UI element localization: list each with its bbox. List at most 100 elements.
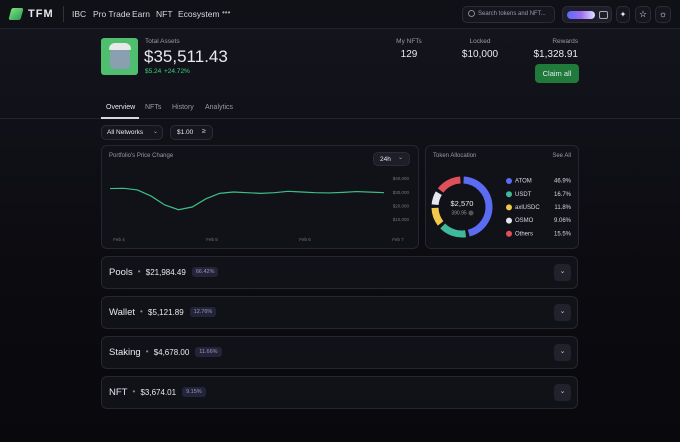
stat-value: $10,000 (461, 49, 499, 60)
token-name: axlUSDC (515, 205, 540, 211)
y-tick-label: $10,000 (393, 217, 410, 222)
nav-bar: TFM ••• Search tokens and NFT... ✦ ☆ ☼ (0, 0, 680, 29)
chevron: ⌄ (398, 155, 404, 161)
search-placeholder: Search tokens and NFT... (478, 11, 546, 17)
bullet: • (145, 347, 149, 356)
value-filter[interactable]: $1.00 ≥ (170, 125, 213, 140)
donut-segment (431, 207, 444, 226)
section-share: 66.42% (191, 267, 219, 277)
token-share: 9.06% (554, 218, 572, 224)
nav-item[interactable]: Earn (132, 9, 150, 19)
nav-item[interactable]: Pro Trade (93, 9, 131, 19)
expand-button[interactable]: ⌄ (554, 384, 571, 401)
tab[interactable]: History (172, 104, 194, 111)
tab-divider (0, 118, 680, 119)
avatar-figure (110, 47, 130, 69)
allocation-title: Token Allocation (433, 153, 477, 159)
center-value: $2,570 (451, 199, 474, 208)
token-name: ATOM (515, 179, 532, 185)
info-icon (468, 210, 474, 216)
x-tick-label: Feb 6 (299, 237, 311, 242)
x-tick-label: Feb 5 (206, 237, 218, 242)
avatar-cap (109, 43, 131, 50)
period: 24h (380, 156, 391, 163)
section-value: $3,674.01 (140, 388, 177, 397)
section-share: 11.66% (195, 347, 222, 357)
tab[interactable]: NFTs (145, 104, 162, 111)
tab[interactable]: Overview (106, 104, 136, 111)
period-select[interactable]: 24h ⌄ (373, 152, 410, 166)
nav-item[interactable]: NFT (156, 9, 173, 19)
wallet-icon (599, 11, 608, 19)
x-tick-label: Feb 4 (113, 237, 125, 242)
network-label: All Networks (107, 129, 144, 136)
tab[interactable]: Analytics (205, 104, 234, 111)
bullet: • (137, 267, 141, 276)
chevron: ⌄ (153, 129, 159, 135)
section-share: 12.76% (189, 307, 217, 317)
section-value: $21,984.49 (145, 268, 186, 277)
section-row[interactable]: NFT • $3,674.01 9.15% ⌄ (101, 376, 578, 409)
section-row[interactable]: Staking • $4,678.00 11.66% ⌄ (101, 336, 578, 369)
section-value: $4,678.00 (153, 348, 190, 357)
token-name: OSMO (515, 218, 534, 224)
logo[interactable]: TFM (28, 8, 54, 20)
center-sub: 390.95 (451, 210, 467, 216)
stat-value: $1,328.91 (533, 49, 579, 60)
favorite-button[interactable]: ☆ (635, 6, 651, 23)
bullet: • (132, 387, 136, 396)
section-name: Wallet (109, 307, 136, 318)
donut-segment (463, 176, 493, 237)
value-label: $1.00 (177, 129, 194, 136)
section-name: Pools (109, 267, 133, 278)
wallet-button[interactable] (562, 6, 612, 23)
token-icon (506, 191, 512, 198)
expand-button[interactable]: ⌄ (554, 264, 571, 281)
section-value: $5,121.89 (148, 308, 184, 317)
expand-button[interactable]: ⌄ (554, 304, 571, 321)
section-row[interactable]: Wallet • $5,121.89 12.76% ⌄ (101, 296, 578, 329)
token-name: Others (515, 231, 533, 237)
y-tick-label: $30,000 (393, 190, 410, 195)
price-line (109, 187, 385, 211)
theme-button[interactable]: ☼ (655, 6, 671, 23)
see-all[interactable]: See All (552, 153, 571, 159)
token-share: 16.7% (554, 192, 572, 198)
divider (63, 6, 64, 22)
expand-button[interactable]: ⌄ (554, 344, 571, 361)
sparkle-button[interactable]: ✦ (616, 6, 630, 23)
token-icon (506, 204, 512, 211)
network-filter[interactable]: All Networks ⌄ (101, 125, 163, 140)
more-button[interactable]: ••• (222, 8, 231, 17)
total-label: Total Assets (145, 38, 180, 45)
search-icon (468, 10, 475, 17)
token-icon (506, 217, 512, 224)
change-pct: +24.72% (164, 68, 190, 75)
search-box[interactable]: Search tokens and NFT... (462, 6, 555, 23)
total-value: $35,511.43 (144, 47, 228, 66)
token-share: 15.5% (554, 231, 572, 237)
token-share: 11.8% (554, 205, 571, 211)
token-name: USDT (515, 192, 532, 198)
donut-segment (431, 191, 442, 206)
y-tick-label: $40,000 (393, 176, 410, 181)
nav-item[interactable]: Ecosystem (178, 9, 220, 19)
claim-button[interactable]: Claim all (535, 64, 579, 83)
nav-item[interactable]: IBC (72, 9, 87, 19)
avatar (101, 38, 138, 75)
filter-icon: ≥ (202, 128, 206, 135)
price-panel: Portfolio's Price Change 24h ⌄ (101, 145, 419, 249)
token-icon (506, 178, 512, 184)
section-name: NFT (109, 387, 128, 398)
x-tick-label: Feb 7 (392, 237, 404, 242)
change: $5.24 (145, 68, 162, 75)
donut-segment (440, 223, 467, 238)
section-name: Staking (109, 347, 141, 358)
donut-segment (437, 176, 461, 193)
section-row[interactable]: Pools • $21,984.49 66.42% ⌄ (101, 256, 578, 289)
price-title: Portfolio's Price Change (109, 153, 174, 159)
y-tick-label: $20,000 (393, 204, 410, 209)
stat-label: Rewards (552, 38, 578, 45)
stat-value: 129 (400, 49, 418, 60)
